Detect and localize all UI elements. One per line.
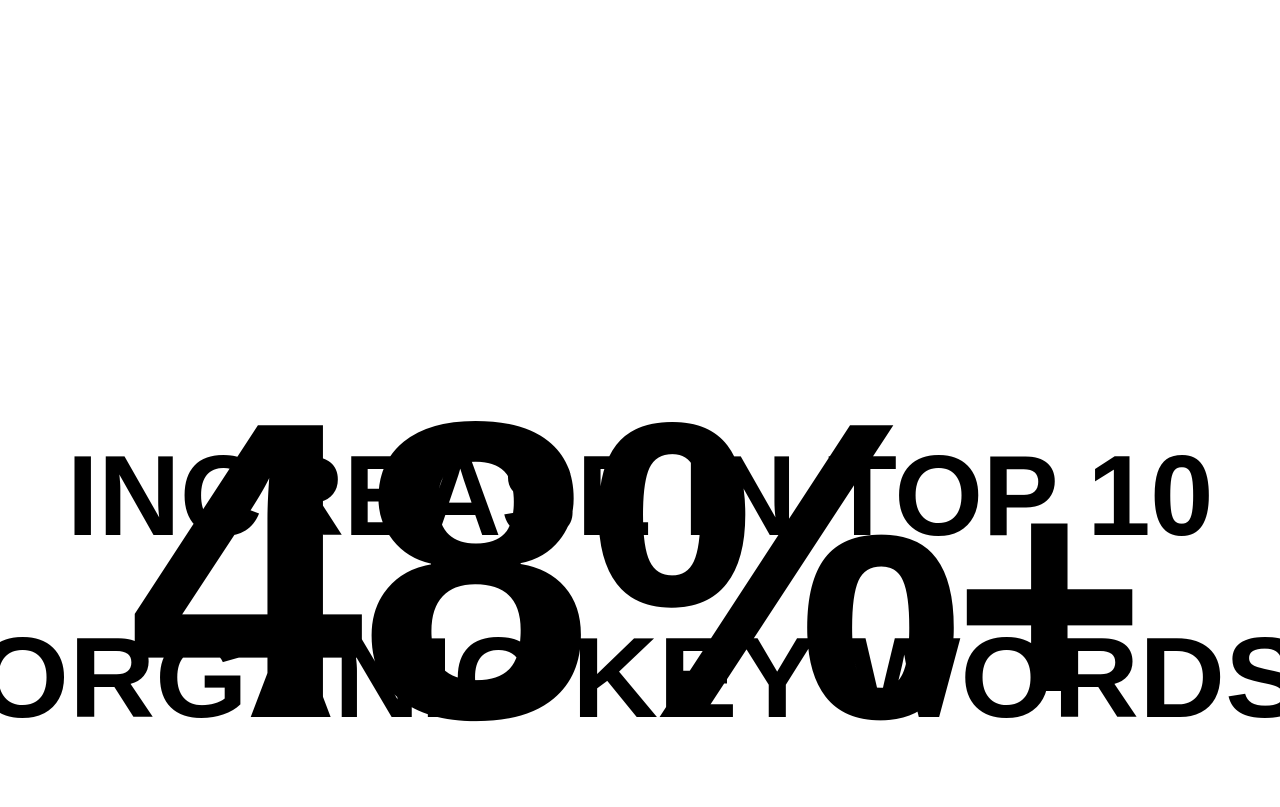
- stat-callout-card: 48% + INCREASE IN TOP 10 ORGANIC KEY WORD…: [0, 0, 1280, 782]
- caption-line-2: ORGANIC KEY WORDS: [0, 615, 1280, 742]
- stat-value-headline: 48%: [128, 333, 965, 807]
- caption-line-1: INCREASE IN TOP 10: [66, 433, 1214, 560]
- caption-block: INCREASE IN TOP 10 ORGANIC KEY WORDS: [0, 400, 1280, 736]
- headline-row: 48% +: [0, 0, 1280, 782]
- stat-plus-symbol: +: [952, 418, 1146, 787]
